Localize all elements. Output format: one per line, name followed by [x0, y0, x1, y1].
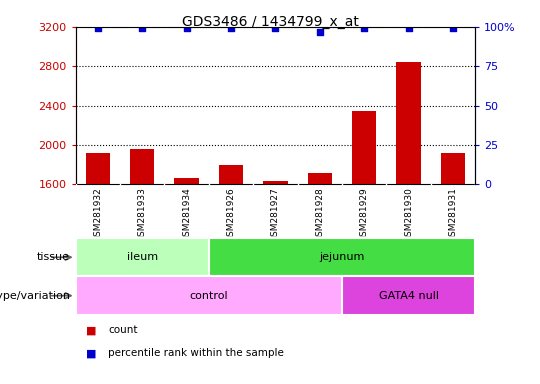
- Text: GATA4 null: GATA4 null: [379, 291, 438, 301]
- Text: genotype/variation: genotype/variation: [0, 291, 70, 301]
- Point: [138, 25, 146, 31]
- Point: [315, 28, 324, 35]
- Point: [360, 25, 368, 31]
- Bar: [441, 153, 465, 184]
- Text: tissue: tissue: [37, 252, 70, 262]
- Text: GSM281933: GSM281933: [138, 187, 147, 242]
- Bar: [209, 238, 475, 276]
- Point: [93, 25, 102, 31]
- Point: [449, 25, 457, 31]
- Point: [183, 25, 191, 31]
- Point: [404, 25, 413, 31]
- Bar: [342, 276, 475, 315]
- Text: GDS3486 / 1434799_x_at: GDS3486 / 1434799_x_at: [181, 15, 359, 29]
- Point: [227, 25, 235, 31]
- Bar: [263, 181, 288, 184]
- Bar: [76, 238, 209, 276]
- Text: GSM281928: GSM281928: [315, 187, 325, 242]
- Text: GSM281934: GSM281934: [182, 187, 191, 242]
- Text: GSM281926: GSM281926: [226, 187, 235, 242]
- Bar: [86, 153, 110, 184]
- Point: [271, 25, 280, 31]
- Bar: [352, 111, 376, 184]
- Text: GSM281931: GSM281931: [449, 187, 457, 242]
- Text: GSM281927: GSM281927: [271, 187, 280, 242]
- Text: GSM281930: GSM281930: [404, 187, 413, 242]
- Text: percentile rank within the sample: percentile rank within the sample: [108, 348, 284, 358]
- Text: control: control: [190, 291, 228, 301]
- Bar: [396, 62, 421, 184]
- Bar: [308, 174, 332, 184]
- Text: GSM281929: GSM281929: [360, 187, 369, 242]
- Text: ileum: ileum: [127, 252, 158, 262]
- Bar: [76, 276, 342, 315]
- Text: count: count: [108, 325, 138, 335]
- Bar: [130, 149, 154, 184]
- Text: ■: ■: [86, 325, 97, 335]
- Bar: [174, 179, 199, 184]
- Text: jejunum: jejunum: [319, 252, 364, 262]
- Text: ■: ■: [86, 348, 97, 358]
- Text: GSM281932: GSM281932: [93, 187, 102, 242]
- Bar: [219, 165, 243, 184]
